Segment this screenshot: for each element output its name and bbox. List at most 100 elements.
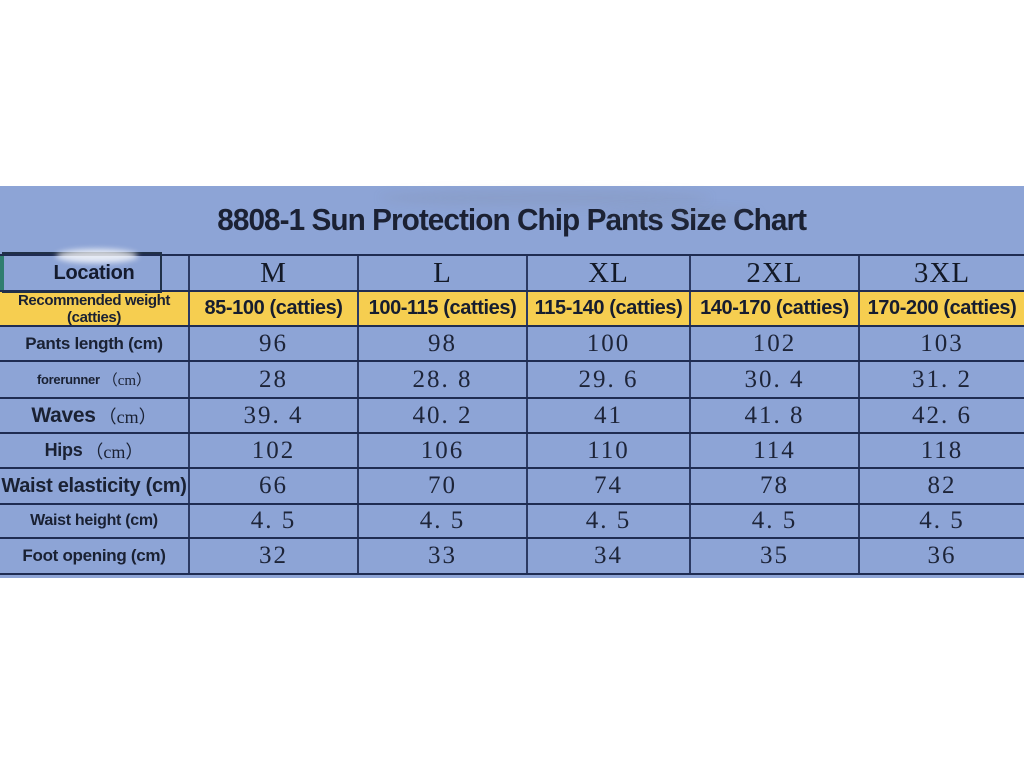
measurement-label-cell: Waist elasticity (cm) — [0, 469, 188, 503]
measurement-value-cell-text: 29. 6 — [578, 365, 639, 393]
table-row: Waves （cm） 39. 4 40. 2 41 41. 8 42. 6 — [0, 397, 1024, 432]
table-row: Pants length (cm) 96 98 100 102 103 — [0, 325, 1024, 360]
measurement-label-cell-text: Waist height (cm) — [30, 512, 158, 529]
measurement-label-cell: Foot opening (cm) — [0, 539, 188, 573]
weight-value-cell: 85-100 (catties) — [188, 292, 357, 325]
measurement-value-cell: 33 — [357, 539, 526, 573]
measurement-label-cell-text: Foot opening (cm) — [22, 546, 166, 565]
measurement-value-cell: 98 — [357, 327, 526, 360]
measurement-value-cell: 35 — [689, 539, 858, 573]
measurement-value-cell-text: 33 — [428, 542, 457, 569]
weight-value-cell-text: 85-100 (catties) — [204, 297, 343, 319]
measurement-value-cell-text: 74 — [594, 472, 623, 499]
selection-left-accent — [0, 256, 4, 290]
measurement-value-cell: 39. 4 — [188, 399, 357, 432]
measurement-value-cell-text: 66 — [259, 472, 288, 499]
measurement-value-cell: 28. 8 — [357, 362, 526, 397]
table-row: Foot opening (cm) 32 33 34 35 36 — [0, 537, 1024, 573]
weight-value-cell-text: 115-140 (catties) — [534, 297, 683, 319]
measurement-value-cell-text: 41. 8 — [744, 401, 805, 429]
measurement-value-cell-text: 4. 5 — [419, 507, 466, 534]
measurement-value-cell: 118 — [858, 434, 1024, 467]
measurement-value-cell-text: 34 — [594, 542, 623, 569]
measurement-value-cell: 74 — [526, 469, 689, 503]
weight-value-cell-text: 140-170 (catties) — [700, 297, 849, 319]
table-row: Waist height (cm) 4. 5 4. 5 4. 5 4. 5 4. 5 — [0, 503, 1024, 537]
measurement-value-cell: 28 — [188, 362, 357, 397]
measurement-value-cell: 110 — [526, 434, 689, 467]
chart-title-row: 8808-1 Sun Protection Chip Pants Size Ch… — [0, 186, 1024, 254]
measurement-value-cell-text: 98 — [428, 329, 457, 357]
table-row: Location M L XL 2XL 3XL — [0, 252, 1024, 293]
measurement-value-cell-text: 110 — [587, 436, 630, 464]
measurement-value-cell-text: 32 — [259, 542, 288, 569]
measurement-value-cell: 78 — [689, 469, 858, 503]
table-row: forerunner （cm） 28 28. 8 29. 6 30. 4 31. 2 — [0, 360, 1024, 397]
measurement-value-cell-text: 28 — [259, 365, 288, 393]
size-header-cell-text: L — [433, 256, 452, 289]
unit-suffix: （cm） — [102, 373, 152, 389]
table-row: Recommended weight (catties) 85-100 (catt… — [0, 290, 1024, 326]
measurement-value-cell: 41 — [526, 399, 689, 432]
size-header-cell-text: 2XL — [746, 256, 803, 289]
measurement-value-cell-text: 4. 5 — [585, 507, 632, 534]
measurement-value-cell: 29. 6 — [526, 362, 689, 397]
measurement-value-cell-text: 41 — [594, 401, 623, 429]
measurement-value-cell: 4. 5 — [858, 505, 1024, 537]
measurement-value-cell: 82 — [858, 469, 1024, 503]
measurement-value-cell: 114 — [689, 434, 858, 467]
measurement-value-cell-text: 31. 2 — [912, 365, 972, 393]
measurement-value-cell: 32 — [188, 539, 357, 573]
measurement-value-cell-text: 106 — [420, 436, 465, 464]
measurement-value-cell: 34 — [526, 539, 689, 573]
measurement-value-cell-text: 4. 5 — [751, 507, 798, 534]
measurement-value-cell: 102 — [188, 434, 357, 467]
measurement-value-cell: 40. 2 — [357, 399, 526, 432]
weight-value-cell-text: 170-200 (catties) — [867, 297, 1017, 319]
measurement-value-cell: 30. 4 — [689, 362, 858, 397]
measurement-value-cell: 42. 6 — [858, 399, 1024, 432]
measurement-value-cell-text: 35 — [760, 542, 789, 569]
measurement-value-cell: 36 — [858, 539, 1024, 573]
measurement-value-cell-text: 4. 5 — [250, 507, 297, 534]
measurement-label-cell: Waves （cm） — [0, 399, 188, 432]
unit-suffix: （cm） — [85, 441, 144, 462]
measurement-value-cell-text: 103 — [920, 329, 964, 357]
weight-value-cell: 140-170 (catties) — [689, 292, 858, 325]
measurement-value-cell: 4. 5 — [689, 505, 858, 537]
measurement-value-cell-text: 28. 8 — [412, 365, 473, 393]
measurement-label-cell-text: Pants length (cm) — [25, 333, 163, 353]
measurement-value-cell: 4. 5 — [526, 505, 689, 537]
corner-label: Location — [53, 261, 135, 284]
size-chart-panel: 8808-1 Sun Protection Chip Pants Size Ch… — [0, 186, 1024, 578]
measurement-value-cell-text: 30. 4 — [744, 365, 805, 393]
measurement-label-cell-text: forerunner — [36, 372, 100, 387]
measurement-value-cell: 103 — [858, 327, 1024, 360]
measurement-value-cell: 70 — [357, 469, 526, 503]
measurement-label-cell-text: Waist elasticity (cm) — [1, 474, 187, 497]
measurement-label-cell-text: Hips — [44, 440, 83, 460]
measurement-value-cell: 100 — [526, 327, 689, 360]
measurement-value-cell-text: 4. 5 — [919, 507, 965, 534]
chart-title: 8808-1 Sun Protection Chip Pants Size Ch… — [217, 202, 808, 237]
corner-cell-location: Location — [0, 252, 188, 293]
measurement-label-cell: forerunner （cm） — [0, 362, 188, 397]
table-row: Waist elasticity (cm) 66 70 74 78 82 — [0, 467, 1024, 503]
size-header-cell: 2XL — [689, 256, 858, 290]
measurement-value-cell: 4. 5 — [357, 505, 526, 537]
measurement-value-cell-text: 40. 2 — [412, 401, 473, 429]
measurement-value-cell-text: 102 — [251, 436, 296, 464]
measurement-value-cell-text: 42. 6 — [912, 401, 972, 429]
measurement-value-cell-text: 36 — [927, 542, 957, 569]
measurement-value-cell-text: 78 — [760, 472, 789, 499]
weight-value-cell: 100-115 (catties) — [357, 292, 526, 325]
measurement-value-cell-text: 39. 4 — [243, 401, 304, 429]
measurement-label-cell: Pants length (cm) — [0, 327, 188, 360]
measurement-value-cell: 66 — [188, 469, 357, 503]
size-table: Location M L XL 2XL 3XL Recommended weight (ca… — [0, 252, 1024, 575]
measurement-label-cell: Hips （cm） — [0, 434, 188, 467]
unit-suffix: （cm） — [98, 406, 157, 427]
measurement-value-cell: 31. 2 — [858, 362, 1024, 397]
size-header-cell-text: M — [260, 256, 287, 289]
measurement-value-cell-text: 82 — [927, 472, 957, 499]
